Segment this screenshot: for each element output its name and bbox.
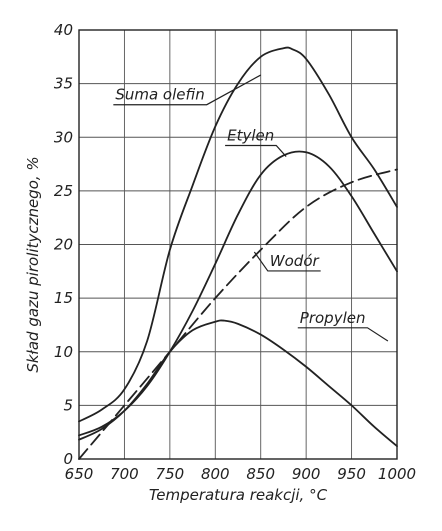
series-label-propylen: Propylen: [300, 309, 366, 327]
y-tick-label-40: 40: [54, 21, 73, 39]
x-tick-labels: 650 700 750 800 850 900 950 1000: [65, 465, 416, 483]
series-label-etylen: Etylen: [227, 126, 274, 144]
leader-line-propylen: [297, 327, 389, 342]
y-axis-title: Skład gazu pirolitycznego, %: [24, 156, 42, 372]
y-tick-label-25: 25: [54, 182, 73, 200]
x-tick-label-1000: 1000: [378, 465, 416, 483]
series-line-suma-olefin: [78, 46, 398, 423]
gridlines: [78, 29, 398, 460]
x-tick-label-700: 700: [110, 465, 139, 483]
x-tick-label-950: 950: [337, 465, 366, 483]
x-tick-label-650: 650: [65, 465, 94, 483]
y-tick-label-10: 10: [54, 343, 73, 361]
leader-line-etylen: [225, 144, 287, 157]
y-tick-label-20: 20: [54, 236, 73, 254]
series-labels: Suma olefin Etylen Wodór Propylen: [115, 86, 365, 327]
leader-line-wodor: [253, 251, 321, 272]
x-axis-title: Temperatura reakcji, °C: [149, 486, 328, 504]
x-tick-label-900: 900: [292, 465, 321, 483]
y-tick-label-35: 35: [54, 75, 73, 93]
series-label-suma-olefin: Suma olefin: [115, 86, 204, 104]
plot-frame: [78, 29, 398, 460]
series-label-wodor: Wodór: [270, 252, 320, 270]
y-tick-label-30: 30: [54, 128, 73, 146]
series-line-wodor: [78, 168, 398, 460]
series-label-leaders: [113, 74, 389, 342]
series-line-etylen: [78, 150, 398, 437]
y-tick-label-0: 0: [63, 450, 73, 468]
x-tick-label-800: 800: [201, 465, 230, 483]
y-tick-labels: 0 5 10 15 20 25 30 35 40: [54, 21, 73, 468]
x-tick-label-750: 750: [156, 465, 185, 483]
leader-line-suma-olefin: [113, 74, 262, 106]
series-line-propylen: [78, 319, 398, 448]
x-tick-label-850: 850: [246, 465, 275, 483]
series-curves: [78, 46, 398, 460]
y-tick-label-15: 15: [54, 289, 73, 307]
y-tick-label-5: 5: [63, 396, 73, 414]
